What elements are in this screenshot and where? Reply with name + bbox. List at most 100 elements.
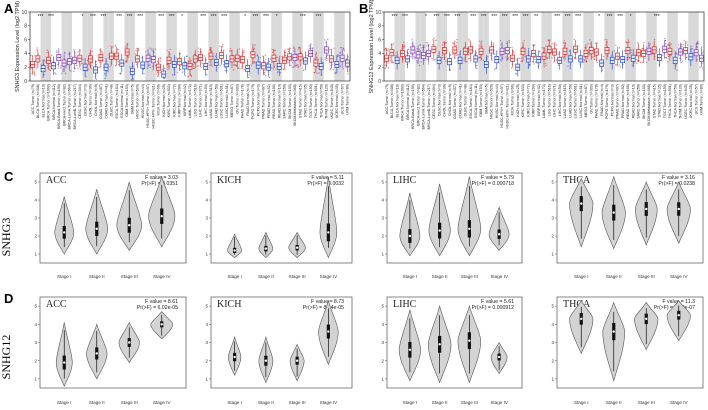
data-point <box>136 63 138 66</box>
data-point <box>266 62 268 64</box>
category-label: BRCA-LumB.Tumor (n=217) <box>73 84 77 129</box>
data-point <box>667 44 669 46</box>
data-point <box>596 42 598 44</box>
stage-label: Stage II <box>432 274 448 279</box>
tumor-normal-band <box>483 12 489 81</box>
violin-median-dot <box>408 348 412 351</box>
data-point <box>164 67 166 70</box>
data-point <box>521 59 523 62</box>
violin-median-dot <box>264 247 268 250</box>
stage-label: Stage II <box>258 274 274 279</box>
data-point <box>116 48 119 51</box>
data-point <box>271 61 273 64</box>
category-label: BRCA.Normal (n=112) <box>52 84 56 120</box>
significance-mark: *** <box>607 14 613 20</box>
data-point <box>567 65 569 67</box>
category-label: COAD.Normal (n=41) <box>458 84 462 118</box>
data-point <box>40 63 42 66</box>
data-point <box>243 49 245 52</box>
data-point <box>196 65 198 67</box>
tumor-normal-band <box>567 12 573 81</box>
data-point <box>240 68 242 70</box>
category-label: PCPG.Tumor (n=179) <box>251 84 255 119</box>
category-label: MESO.Tumor (n=87) <box>584 84 588 117</box>
significance-mark: *** <box>48 14 54 20</box>
category-label: MESO.Tumor (n=87) <box>230 84 234 117</box>
data-point <box>425 45 428 47</box>
data-point <box>206 73 208 76</box>
data-point <box>691 47 693 50</box>
violin-median-dot <box>95 227 98 230</box>
data-point <box>136 47 138 50</box>
data-point <box>639 61 642 64</box>
data-point <box>455 54 458 56</box>
data-point <box>583 59 585 61</box>
data-point <box>643 41 645 44</box>
data-point <box>114 45 116 47</box>
stage-label: Stage IV <box>153 274 172 279</box>
category-label: READ.Tumor (n=166) <box>272 84 276 119</box>
cancer-type-title: THCA <box>563 299 591 310</box>
data-point <box>414 57 416 59</box>
category-label: ESCA.Normal (n=11) <box>120 84 124 118</box>
tumor-normal-band <box>213 12 219 81</box>
stage-label: Stage I <box>403 274 418 279</box>
data-point <box>481 40 483 42</box>
data-point <box>664 37 666 40</box>
data-point <box>591 56 593 58</box>
data-point <box>230 50 232 52</box>
data-point <box>159 60 162 62</box>
tumor-normal-band <box>129 12 135 81</box>
category-label: OV.Tumor (n=303) <box>589 84 593 114</box>
data-point <box>60 67 62 69</box>
data-point <box>476 64 478 67</box>
data-point <box>99 61 101 64</box>
category-label: LUAD.Normal (n=59) <box>568 84 572 118</box>
data-point <box>546 57 549 60</box>
data-point <box>126 61 128 63</box>
data-point <box>76 64 78 67</box>
data-point <box>132 78 134 80</box>
violin-median-dot <box>438 229 441 232</box>
stage-label: Stage I <box>574 274 589 279</box>
data-point <box>46 66 49 69</box>
data-point <box>242 48 244 50</box>
data-point <box>324 58 326 61</box>
data-point <box>235 65 237 67</box>
data-point <box>291 62 294 64</box>
y-tick-label: 1 <box>551 252 554 257</box>
data-point <box>423 59 426 61</box>
data-point <box>117 63 120 66</box>
category-label: KICH.Normal (n=25) <box>162 84 166 117</box>
data-point <box>533 63 535 65</box>
y-tick-label: 3 <box>34 340 37 345</box>
significance-mark: *** <box>481 14 487 20</box>
data-point <box>156 75 159 78</box>
y-tick-label: 3 <box>381 340 384 345</box>
significance-mark: *** <box>169 14 175 20</box>
data-point <box>345 66 347 69</box>
data-point <box>573 56 576 59</box>
data-point <box>95 63 98 66</box>
data-point <box>681 43 683 46</box>
data-point <box>592 56 595 58</box>
data-point <box>676 69 678 71</box>
data-point <box>297 65 300 68</box>
panel-letter-c: C <box>4 169 14 184</box>
data-point <box>192 63 194 66</box>
data-point <box>292 66 294 68</box>
cancer-type-title: LIHC <box>393 299 417 310</box>
tumor-normal-band <box>436 12 442 81</box>
data-point <box>441 44 444 46</box>
category-label: COAD.Tumor (n=457) <box>453 84 457 119</box>
y-tick-label: 8 <box>378 24 381 30</box>
y-tick-label: 4 <box>381 322 384 327</box>
data-point <box>584 56 586 59</box>
stage-label: Stage I <box>574 400 589 405</box>
data-point <box>149 47 151 49</box>
category-label: LIHC.Tumor (n=371) <box>199 84 203 117</box>
data-point <box>667 43 670 45</box>
